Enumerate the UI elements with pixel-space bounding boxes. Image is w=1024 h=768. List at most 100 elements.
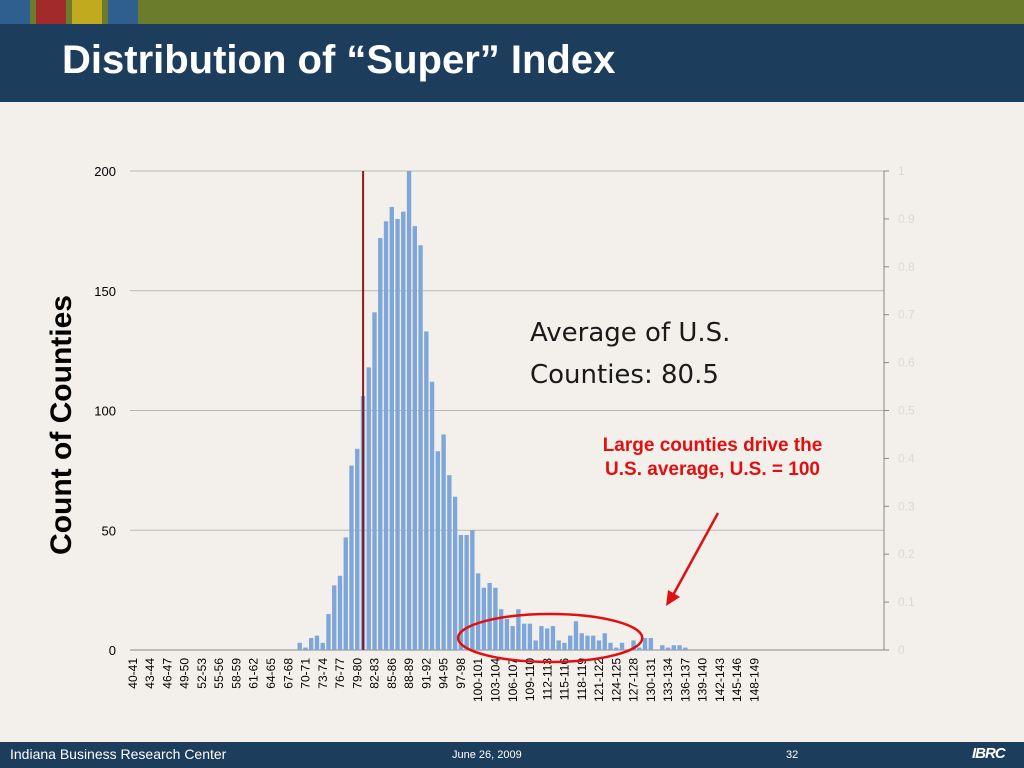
y-tick-label: 200 [94,164,116,179]
x-tick-label: 106-107 [506,658,520,702]
secondary-tick-label: 0.1 [898,595,915,609]
histogram-bar [550,626,556,650]
x-tick-label: 76-77 [333,658,347,689]
histogram-bar [447,475,452,650]
histogram-bar [631,640,636,650]
x-tick-label: 145-146 [730,658,744,702]
secondary-tick-label: 0.2 [898,547,915,561]
annotation-arrow [670,512,720,598]
x-tick-label: 91-92 [419,658,433,689]
secondary-tick-label: 0.7 [898,308,915,322]
histogram-bar [481,587,487,650]
histogram-bar [562,642,567,650]
top-accent-band [0,0,1024,24]
histogram-bar [314,635,320,650]
y-tick-label: 150 [94,284,116,299]
x-tick-label: 82-83 [368,658,382,689]
histogram-bar [516,609,521,650]
x-tick-label: 148-149 [747,658,761,702]
histogram-bar [498,609,504,650]
x-tick-label: 85-86 [385,658,399,689]
x-tick-label: 64-65 [264,658,278,689]
x-tick-label: 136-137 [678,658,692,702]
histogram-bar [521,623,527,650]
secondary-tick-label: 0.8 [898,260,915,274]
x-tick-label: 130-131 [644,658,658,702]
histogram-chart: 0 50 100 150 200 0 0.1 0.2 0.3 0.4 0.5 0.6 0.7 0.8 0.9… [94,164,915,702]
x-tick-label: 58-59 [229,658,243,689]
x-tick-label: 94-95 [437,658,451,689]
histogram-bar [545,628,550,650]
x-tick-label: 88-89 [402,658,416,689]
histogram-bar [464,535,469,650]
histogram-bar [458,535,464,650]
histogram-bar [585,635,590,650]
y-tick-label: 0 [109,643,116,658]
x-tick-label: 121-122 [592,658,606,702]
histogram-bar [383,221,389,651]
x-tick-label: 70-71 [299,658,313,689]
histogram-bar [332,585,337,650]
x-tick-label: 109-110 [523,658,537,701]
histogram-bar [401,211,406,650]
x-tick-label: 61-62 [247,658,261,689]
accent-square-blue [0,0,30,24]
histogram-bar [533,640,538,650]
x-tick-label: 115-116 [558,658,572,701]
histogram-bar [665,647,671,650]
accent-square-red [36,0,66,24]
x-tick-label: 133-134 [661,658,675,702]
histogram-bar [452,496,458,650]
x-tick-label: 49-50 [178,658,192,689]
histogram-bar [412,226,417,650]
histogram-bar [470,530,475,650]
histogram-bar [320,642,325,650]
histogram-bar [614,647,619,650]
page-number: 32 [786,749,799,761]
histogram-bar [343,537,348,650]
page-title: Distribution of “Super” Index [62,38,616,82]
histogram-bar [642,638,648,650]
histogram-bar [429,381,435,650]
footer-organization: Indiana Business Research Center [10,746,227,762]
histogram-bar [527,623,533,650]
histogram-bar [596,640,602,650]
histogram-bar [418,245,423,650]
histogram-bar [303,647,308,650]
histogram-bar [608,642,613,650]
x-tick-label: 112-113 [540,658,554,701]
histogram-bar [637,647,642,650]
footer-date: June 26, 2009 [452,749,522,761]
histogram-bar [591,635,596,650]
histogram-bar [579,633,584,650]
slide-header [0,24,1024,102]
x-tick-label: 139-140 [696,658,710,702]
highlight-ellipse [456,612,644,664]
histogram-bar [648,638,653,650]
histogram-bar [619,642,625,650]
large-counties-annotation: Large counties drive the U.S. average, U… [602,435,823,480]
secondary-tick-label: 1 [898,164,905,178]
annotation-arrowhead [666,590,680,606]
slide-footer: Indiana Business Research Center June 26… [0,742,1024,768]
histogram-bar [309,638,314,650]
histogram-bar [660,645,665,650]
histogram-bar [683,647,688,650]
histogram-bar [337,575,343,650]
x-tick-label: 97-98 [454,658,468,689]
secondary-tick-label: 0.4 [898,451,915,465]
histogram-bar [389,206,394,651]
accent-square-yellow [72,0,102,24]
x-tick-label: 40-41 [126,658,140,689]
histogram-bar [326,614,331,650]
histogram-bar [349,465,354,650]
histogram-bar [568,635,573,650]
secondary-tick-label: 0 [898,643,905,657]
histogram-bar [556,640,561,650]
histogram-bar [510,626,515,650]
secondary-tick-label: 0.5 [898,404,915,418]
histogram-bar [297,642,302,650]
histogram-bar [504,618,510,650]
secondary-tick-label: 0.3 [898,499,915,513]
histogram-bar [602,633,607,650]
